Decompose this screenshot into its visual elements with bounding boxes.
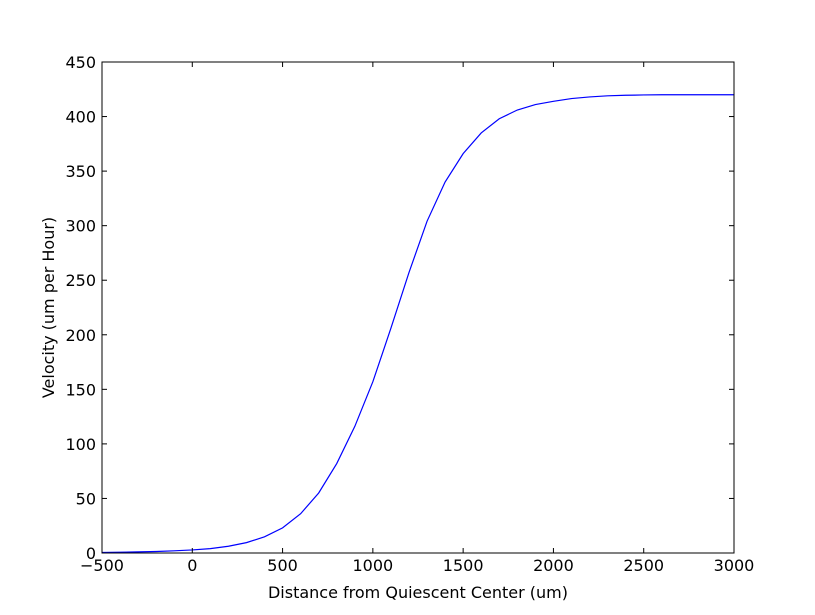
y-tick-label: 350 [65,162,96,181]
series-line [101,94,734,554]
y-tick-label: 0 [86,544,96,563]
x-tick-label: 1000 [352,556,393,575]
x-tick-label: 500 [267,556,298,575]
x-tick-label: −500 [80,556,124,575]
x-axis-label: Distance from Quiescent Center (um) [268,583,568,602]
y-tick-label: 200 [65,326,96,345]
x-tick-label: 3000 [714,556,755,575]
y-tick-label: 50 [76,489,96,508]
y-tick-label: 100 [65,435,96,454]
y-tick-label: 150 [65,380,96,399]
x-tick-label: 0 [187,556,197,575]
y-tick-label: 450 [65,53,96,72]
x-tick-label: 1500 [443,556,484,575]
y-tick-label: 300 [65,217,96,236]
plot-frame [101,61,735,554]
series-layer [101,94,734,554]
y-tick-label: 400 [65,108,96,127]
plot-area [102,62,734,553]
y-axis-label: Velocity (um per Hour) [39,217,58,398]
x-tick-label: 2000 [533,556,574,575]
ticks-layer: −500 0 500 1000 1500 2000 2500 3000050100150200… [65,53,754,575]
y-tick-label: 250 [65,271,96,290]
x-tick-label: 2500 [623,556,664,575]
